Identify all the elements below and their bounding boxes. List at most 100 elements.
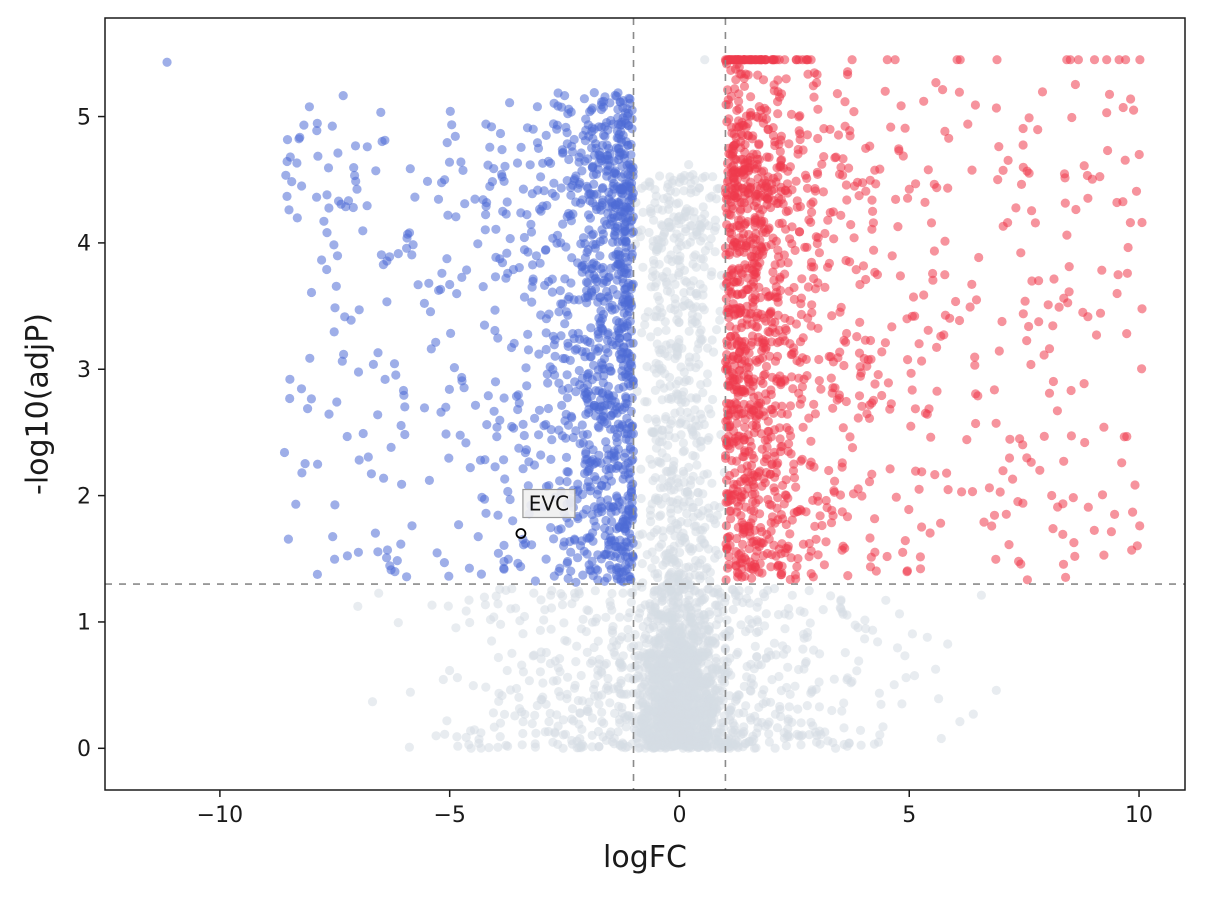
data-point	[786, 449, 796, 459]
data-point	[820, 228, 830, 239]
data-point	[698, 202, 708, 212]
data-point	[795, 202, 806, 212]
data-point	[740, 447, 750, 457]
data-point	[892, 643, 903, 653]
data-point	[903, 355, 913, 365]
data-point	[786, 109, 797, 119]
data-point	[754, 399, 764, 409]
data-point	[1129, 105, 1139, 115]
data-point	[675, 547, 685, 558]
data-point	[704, 622, 715, 632]
data-point	[1003, 155, 1013, 165]
data-point	[689, 521, 700, 531]
data-point	[741, 701, 751, 711]
data-point	[606, 533, 616, 543]
data-point	[1123, 242, 1133, 253]
data-point	[870, 379, 880, 389]
data-point	[747, 450, 757, 460]
data-point	[673, 255, 683, 266]
data-point	[312, 569, 322, 580]
data-point	[535, 204, 545, 214]
data-point	[791, 482, 801, 492]
data-point	[857, 491, 867, 501]
data-point	[1059, 293, 1069, 303]
data-point	[501, 740, 511, 750]
data-point	[1069, 538, 1079, 548]
data-point	[878, 722, 888, 732]
data-point	[1062, 230, 1072, 240]
data-point	[666, 508, 676, 518]
data-point	[995, 487, 1005, 497]
data-point	[333, 148, 343, 158]
data-point	[637, 328, 647, 338]
data-point	[847, 443, 858, 453]
data-point	[595, 251, 605, 261]
data-point	[711, 653, 721, 663]
data-point	[821, 537, 831, 547]
data-point	[526, 219, 536, 229]
data-point	[479, 320, 490, 330]
data-point	[558, 715, 569, 725]
data-point	[596, 554, 607, 564]
data-point	[674, 334, 684, 345]
data-point	[622, 332, 632, 342]
data-point	[607, 588, 617, 599]
data-point	[747, 468, 757, 479]
data-point	[664, 608, 674, 618]
data-point	[844, 163, 854, 173]
data-point	[704, 433, 714, 443]
data-point	[655, 457, 665, 467]
data-point	[923, 325, 933, 335]
data-point	[780, 490, 791, 500]
data-point	[730, 84, 740, 94]
data-point	[841, 396, 851, 407]
data-point	[679, 446, 690, 456]
data-point	[761, 609, 771, 619]
data-point	[798, 145, 808, 155]
data-point	[962, 435, 972, 445]
data-point	[587, 713, 598, 723]
data-point	[703, 369, 713, 379]
data-point	[518, 184, 529, 194]
data-point	[580, 459, 590, 469]
data-point	[691, 714, 701, 725]
data-point	[623, 613, 633, 623]
data-point	[441, 429, 451, 439]
data-point	[407, 521, 417, 531]
data-point	[632, 386, 642, 396]
data-point	[494, 688, 504, 698]
data-point	[930, 470, 940, 480]
data-point	[868, 395, 879, 405]
data-point	[1113, 270, 1123, 280]
data-point	[597, 707, 607, 718]
data-point	[704, 193, 715, 203]
data-point	[522, 210, 532, 220]
data-point	[645, 735, 656, 746]
data-point	[482, 420, 492, 430]
data-point	[574, 334, 585, 344]
data-point	[297, 181, 307, 191]
data-point	[514, 692, 524, 703]
data-point	[664, 204, 674, 214]
data-point	[481, 508, 491, 518]
data-point	[1066, 431, 1076, 441]
data-point	[817, 520, 827, 531]
data-point	[696, 534, 706, 545]
data-point	[855, 362, 865, 372]
data-point	[952, 55, 962, 65]
data-point	[443, 210, 453, 220]
data-point	[522, 123, 533, 133]
data-point	[651, 245, 662, 255]
data-point	[954, 315, 965, 326]
data-point	[1053, 502, 1063, 512]
data-point	[478, 282, 488, 292]
data-point	[367, 697, 378, 707]
data-point	[634, 673, 644, 683]
data-point	[410, 192, 420, 202]
data-point	[665, 702, 675, 712]
data-point	[1083, 193, 1093, 203]
data-point	[396, 420, 406, 431]
data-point	[795, 134, 805, 145]
data-point	[456, 157, 466, 167]
data-point	[353, 547, 363, 557]
